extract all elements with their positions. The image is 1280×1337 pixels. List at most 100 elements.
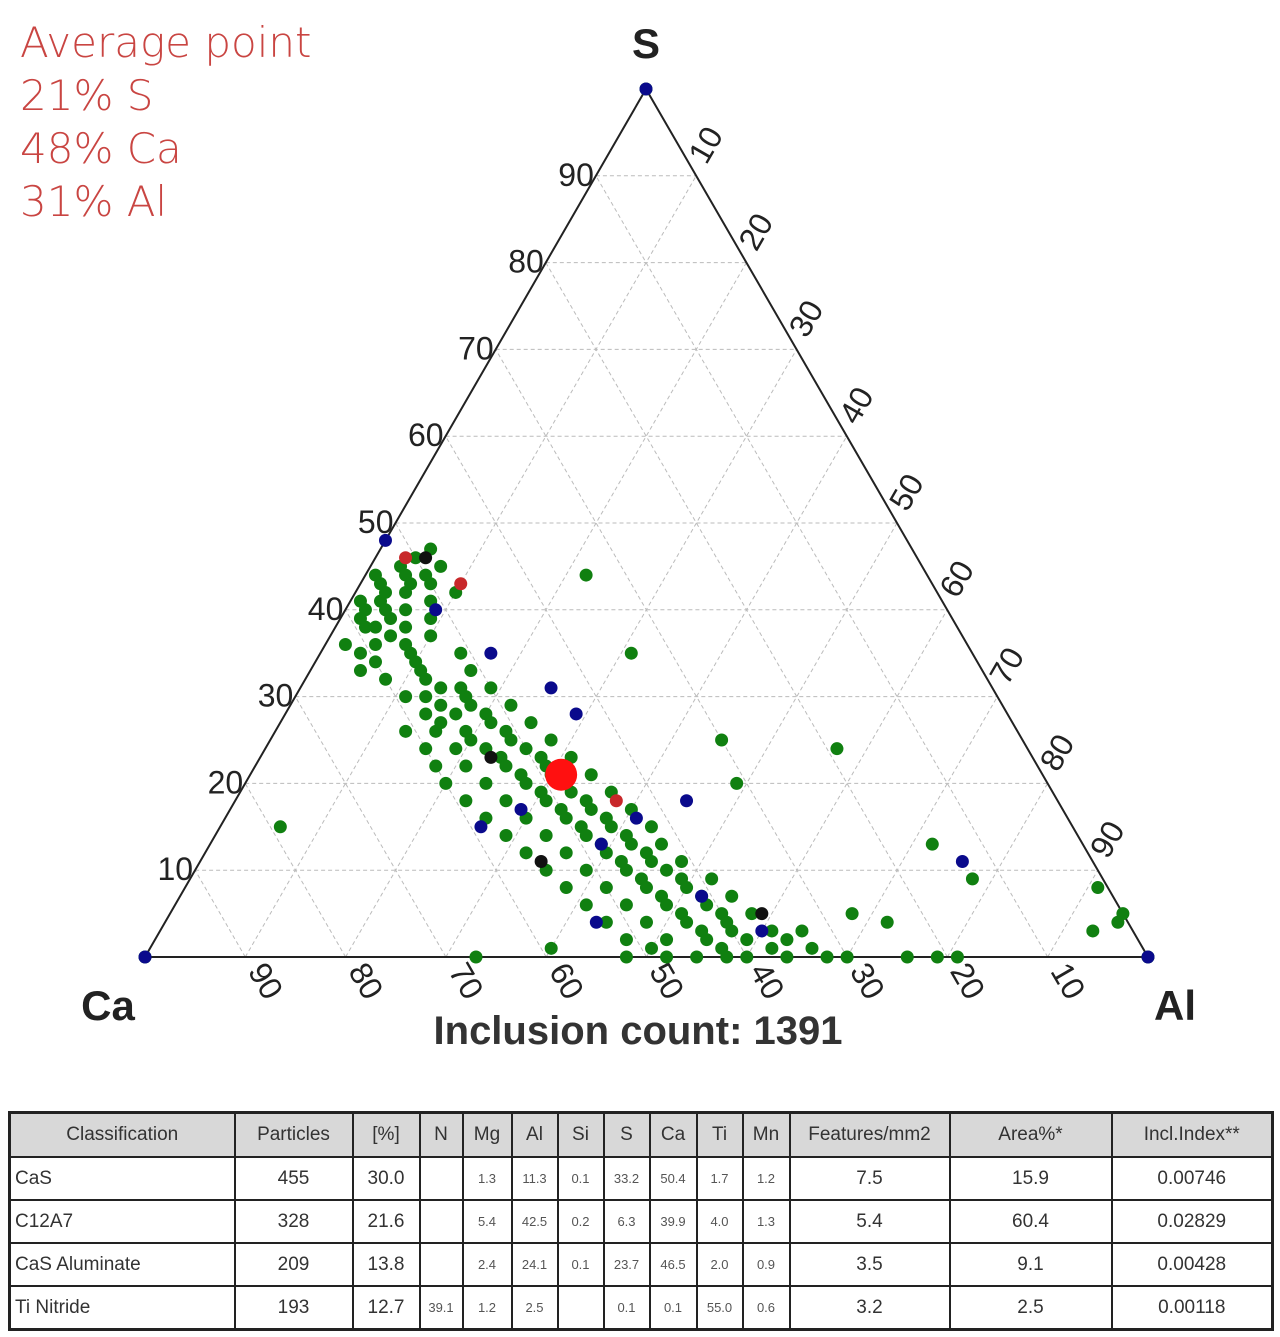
table-cell: 2.4 — [461, 1242, 513, 1287]
table-header-row: Classification Particles [%] N Mg Al Si S Ca Ti Mn… — [8, 1111, 1274, 1158]
data-point — [368, 568, 382, 582]
average-title: Average point — [20, 18, 312, 67]
data-point — [639, 915, 653, 929]
data-point — [584, 802, 598, 816]
data-point — [955, 855, 969, 869]
data-point — [675, 855, 689, 869]
data-point — [619, 898, 633, 912]
table-cell: 42.5 — [510, 1199, 559, 1244]
data-point — [499, 794, 513, 808]
inclusion-count: Inclusion count: 1391 — [434, 1009, 843, 1053]
table-cell: 0.00118 — [1110, 1285, 1274, 1331]
data-point — [930, 950, 944, 964]
tick-label-left: 60 — [408, 417, 444, 453]
table-cell: 193 — [233, 1285, 354, 1331]
data-point — [654, 837, 668, 851]
data-point — [409, 551, 423, 565]
data-point — [559, 811, 573, 825]
data-point — [384, 629, 398, 643]
data-point — [434, 698, 448, 712]
gridline-ca — [344, 609, 547, 958]
data-point — [644, 855, 658, 869]
data-point — [740, 933, 754, 947]
data-point — [1091, 881, 1105, 895]
data-point — [589, 915, 603, 929]
gridline-al — [244, 175, 697, 958]
data-point — [880, 915, 894, 929]
table-cell — [418, 1156, 464, 1201]
data-point — [138, 950, 152, 964]
table-cell: 3.2 — [788, 1285, 951, 1331]
gridline-ca — [495, 349, 848, 958]
data-point — [740, 950, 754, 964]
data-point — [579, 568, 593, 582]
data-point — [454, 681, 468, 695]
data-point — [353, 664, 367, 678]
data-point — [504, 698, 518, 712]
column-header: Mn — [741, 1111, 791, 1158]
table-cell: 39.9 — [648, 1199, 698, 1244]
table-cell: 2.0 — [695, 1242, 744, 1287]
table-cell: 455 — [233, 1156, 354, 1201]
table-cell — [556, 1285, 605, 1331]
column-header: Ca — [648, 1111, 698, 1158]
classification-cell: Ti Nitride — [8, 1285, 236, 1331]
data-point — [569, 707, 583, 721]
data-point — [273, 820, 287, 834]
average-s: 21% S — [20, 71, 154, 120]
data-point — [464, 664, 478, 678]
data-point — [464, 733, 478, 747]
classification-cell: CaS — [8, 1156, 236, 1201]
data-point — [695, 889, 709, 903]
data-point — [559, 881, 573, 895]
table-cell: 6.3 — [602, 1199, 651, 1244]
column-header: Classification — [8, 1111, 236, 1158]
gridline-ca — [294, 696, 447, 958]
tick-label-bottom: 80 — [342, 957, 391, 1006]
data-point — [755, 907, 769, 921]
data-point — [840, 950, 854, 964]
tick-label-bottom: 70 — [442, 957, 491, 1006]
table-cell: 2.5 — [510, 1285, 559, 1331]
data-point — [399, 690, 413, 704]
tick-label-bottom: 60 — [542, 957, 591, 1006]
table-cell: 1.3 — [461, 1156, 513, 1201]
vertex-label-s: S — [632, 20, 660, 67]
data-point — [429, 759, 443, 773]
data-point — [845, 907, 859, 921]
gridline-ca — [244, 783, 347, 958]
data-point — [965, 872, 979, 886]
table-cell: 7.5 — [788, 1156, 951, 1201]
data-point — [715, 907, 729, 921]
table-cell: 11.3 — [510, 1156, 559, 1201]
data-point — [780, 950, 794, 964]
data-point — [604, 820, 618, 834]
data-point — [519, 776, 533, 790]
table-row: Ti Nitride 193 12.7 39.1 1.2 2.5 0.1 0.1 55.0 0.6… — [8, 1285, 1274, 1331]
table-cell: 5.4 — [788, 1199, 951, 1244]
data-point — [715, 733, 729, 747]
gridline-al — [846, 696, 998, 958]
data-point — [619, 933, 633, 947]
table-row: CaS 455 30.0 1.3 11.3 0.1 33.2 50.4 1.7 1.2 7.5 15.… — [8, 1156, 1274, 1201]
table-cell: 4.0 — [695, 1199, 744, 1244]
data-point — [449, 707, 463, 721]
data-point — [369, 655, 383, 669]
data-point — [534, 855, 548, 869]
table-cell: 1.7 — [695, 1156, 744, 1201]
table-cell: 0.02829 — [1110, 1199, 1274, 1244]
data-point — [459, 759, 473, 773]
column-header: Al — [510, 1111, 559, 1158]
table-cell: 1.3 — [741, 1199, 791, 1244]
data-point — [660, 950, 674, 964]
data-point — [725, 924, 739, 938]
gridline-ca — [595, 175, 1049, 958]
data-point — [539, 794, 553, 808]
data-point — [660, 898, 674, 912]
data-point — [369, 638, 383, 652]
data-point — [499, 828, 513, 842]
data-point — [459, 794, 473, 808]
table-cell: 3.5 — [788, 1242, 951, 1287]
data-point — [579, 863, 593, 877]
data-point — [379, 585, 393, 599]
